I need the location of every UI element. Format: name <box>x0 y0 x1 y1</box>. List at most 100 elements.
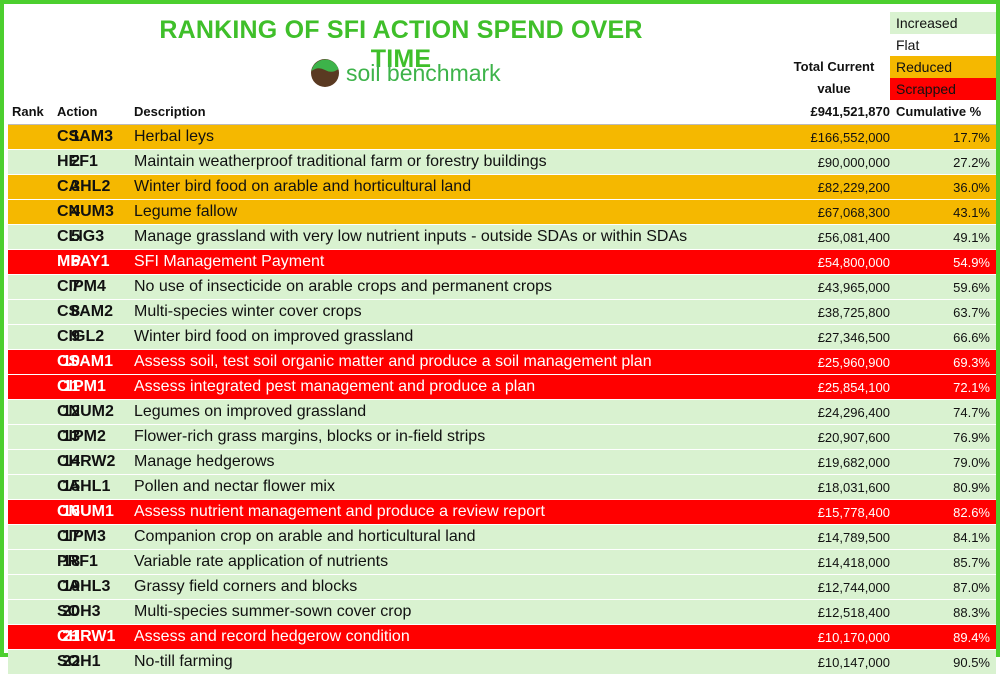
rank-cell: 11 <box>63 378 80 395</box>
rank-cell: 10 <box>62 353 80 370</box>
description-cell: No-till farming <box>134 653 233 670</box>
table-header: Rank Action Description £941,521,870 Cum… <box>8 100 996 125</box>
description-cell: Manage grassland with very low nutrient … <box>134 228 688 245</box>
table-row: 6 MPAY1 SFI Management Payment £54,800,000 5… <box>8 250 996 275</box>
action-code-cell: CNUM1 <box>57 503 114 520</box>
header-cumulative: Cumulative % <box>896 104 982 119</box>
description-cell: Flower-rich grass margins, blocks or in-… <box>134 428 486 445</box>
page-title: RANKING OF SFI ACTION SPEND OVER TIME <box>159 16 643 73</box>
action-code-cell: SOH1 <box>57 653 101 670</box>
cumulative-cell: 90.5% <box>953 655 990 670</box>
value-cell: £19,682,000 <box>817 455 890 470</box>
table-row: 20 SOH3 Multi-species summer-sown cover cr… <box>8 600 996 625</box>
legend: Increased Flat Reduced Scrapped <box>890 12 996 100</box>
header-rank: Rank <box>12 104 44 119</box>
table-row: 13 CIPM2 Flower-rich grass margins, blocks… <box>8 425 996 450</box>
cumulative-cell: 87.0% <box>953 580 990 595</box>
table-row: 1 CSAM3 Herbal leys £166,552,000 17.7% <box>8 125 996 150</box>
value-cell: £67,068,300 <box>817 205 890 220</box>
table-row: 12 CNUM2 Legumes on improved grassland £24,… <box>8 400 996 425</box>
cumulative-cell: 27.2% <box>953 155 990 170</box>
action-code-cell: CIGL2 <box>57 328 105 345</box>
value-cell: £56,081,400 <box>817 230 890 245</box>
rank-cell: 19 <box>62 578 80 595</box>
table-row: 15 CAHL1 Pollen and nectar flower mix £18,0… <box>8 475 996 500</box>
value-cell: £90,000,000 <box>817 155 890 170</box>
description-cell: Grassy field corners and blocks <box>134 578 358 595</box>
value-cell: £12,518,400 <box>817 605 890 620</box>
rank-cell: 4 <box>71 203 80 220</box>
rank-cell: 14 <box>62 453 80 470</box>
cumulative-cell: 88.3% <box>953 605 990 620</box>
cumulative-cell: 89.4% <box>953 630 990 645</box>
rank-cell: 8 <box>71 303 80 320</box>
action-code-cell: HEF1 <box>57 153 98 170</box>
action-code-cell: CHRW2 <box>57 453 116 470</box>
action-code-cell: CIPM2 <box>57 428 106 445</box>
description-cell: Herbal leys <box>134 128 215 145</box>
description-cell: Assess soil, test soil organic matter an… <box>134 353 652 370</box>
description-cell: Assess and record hedgerow condition <box>134 628 410 645</box>
cumulative-cell: 72.1% <box>953 380 990 395</box>
rank-cell: 9 <box>71 328 80 345</box>
cumulative-cell: 49.1% <box>953 230 990 245</box>
header-total-value: £941,521,870 <box>810 104 890 119</box>
action-code-cell: CAHL2 <box>57 178 111 195</box>
table-row: 21 CHRW1 Assess and record hedgerow condit… <box>8 625 996 650</box>
cumulative-cell: 74.7% <box>953 405 990 420</box>
table-row: 3 CAHL2 Winter bird food on arable and hor… <box>8 175 996 200</box>
action-code-cell: CIPM4 <box>57 278 106 295</box>
rank-cell: 17 <box>62 528 80 545</box>
description-cell: Assess nutrient management and produce a… <box>134 503 545 520</box>
table-row: 19 CAHL3 Grassy field corners and blocks £1… <box>8 575 996 600</box>
value-cell: £15,778,400 <box>817 505 890 520</box>
description-cell: Legumes on improved grassland <box>134 403 367 420</box>
value-cell: £25,854,100 <box>817 380 890 395</box>
table-row: 22 SOH1 No-till farming £10,147,000 90.5% <box>8 650 996 675</box>
cumulative-cell: 43.1% <box>953 205 990 220</box>
value-cell: £38,725,800 <box>817 305 890 320</box>
description-cell: Pollen and nectar flower mix <box>134 478 335 495</box>
legend-increased: Increased <box>890 12 996 34</box>
value-cell: £25,960,900 <box>817 355 890 370</box>
cumulative-cell: 69.3% <box>953 355 990 370</box>
legend-scrapped: Scrapped <box>890 78 996 100</box>
cumulative-cell: 80.9% <box>953 480 990 495</box>
action-code-cell: CNUM3 <box>57 203 114 220</box>
value-cell: £24,296,400 <box>817 405 890 420</box>
rank-cell: 6 <box>71 253 80 270</box>
action-code-cell: SOH3 <box>57 603 101 620</box>
legend-flat: Flat <box>890 34 996 56</box>
cumulative-cell: 85.7% <box>953 555 990 570</box>
value-cell: £12,744,000 <box>817 580 890 595</box>
table-row: 7 CIPM4 No use of insecticide on arable cr… <box>8 275 996 300</box>
value-cell: £43,965,000 <box>817 280 890 295</box>
soil-benchmark-logo: soil benchmark <box>310 56 501 90</box>
table-row: 10 CSAM1 Assess soil, test soil organic ma… <box>8 350 996 375</box>
table-row: 11 CIPM1 Assess integrated pest management… <box>8 375 996 400</box>
action-code-cell: CIPM1 <box>57 378 106 395</box>
table-row: 4 CNUM3 Legume fallow £67,068,300 43.1% <box>8 200 996 225</box>
cumulative-cell: 59.6% <box>953 280 990 295</box>
rank-cell: 12 <box>62 403 80 420</box>
value-cell: £18,031,600 <box>817 480 890 495</box>
header-description: Description <box>134 104 206 119</box>
cumulative-cell: 36.0% <box>953 180 990 195</box>
cumulative-cell: 54.9% <box>953 255 990 270</box>
legend-reduced: Reduced <box>890 56 996 78</box>
rank-cell: 2 <box>71 153 80 170</box>
table-row: 5 CLIG3 Manage grassland with very low nut… <box>8 225 996 250</box>
value-cell: £14,418,000 <box>817 555 890 570</box>
description-cell: Manage hedgerows <box>134 453 275 470</box>
action-code-cell: CAHL1 <box>57 478 111 495</box>
rank-cell: 18 <box>62 553 80 570</box>
rank-cell: 16 <box>62 503 80 520</box>
value-cell: £10,147,000 <box>817 655 890 670</box>
cumulative-cell: 84.1% <box>953 530 990 545</box>
logo-text: soil benchmark <box>346 59 501 86</box>
rank-cell: 5 <box>71 228 80 245</box>
description-cell: SFI Management Payment <box>134 253 325 270</box>
action-code-cell: CHRW1 <box>57 628 116 645</box>
total-current-value-label: Total Current value <box>793 59 875 96</box>
